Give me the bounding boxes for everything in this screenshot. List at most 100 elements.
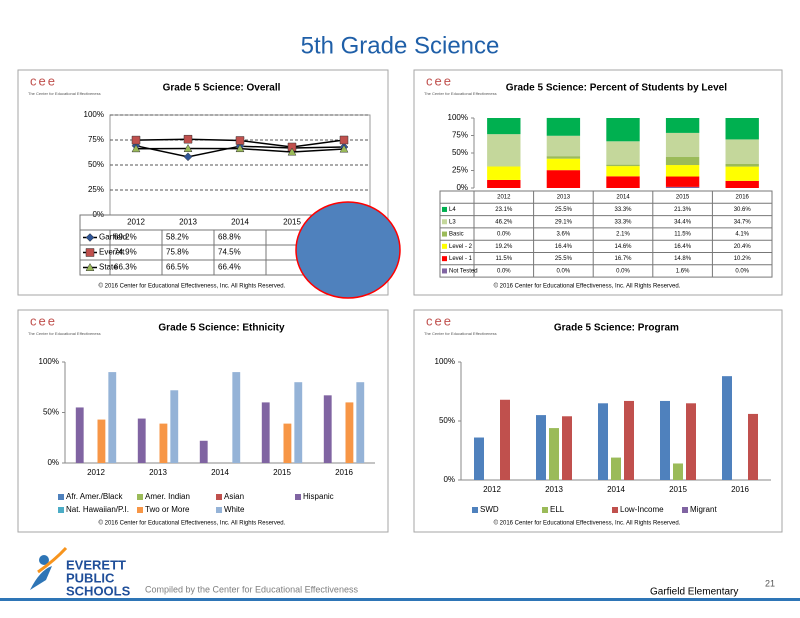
bar xyxy=(232,372,241,463)
data-label: 0.0% xyxy=(616,269,630,275)
legend-label: Garfield xyxy=(99,233,127,242)
legend-label: Not Tested xyxy=(449,269,478,275)
bar xyxy=(75,407,84,463)
chart-title: Grade 5 Science: Overall xyxy=(163,83,281,94)
legend-swatch xyxy=(612,507,618,513)
bar xyxy=(323,395,332,463)
x-tick-label: 2013 xyxy=(545,485,563,494)
chart-title: Grade 5 Science: Program xyxy=(554,323,679,334)
x-tick-label: 2013 xyxy=(149,468,167,477)
x-tick-label: 2012 xyxy=(87,468,105,477)
bar xyxy=(137,418,146,463)
legend-label: SWD xyxy=(480,505,499,514)
legend-label: L4 xyxy=(449,207,456,213)
copyright: © 2016 Center for Educational Effectiven… xyxy=(494,520,681,527)
logo-mark: cee xyxy=(426,313,453,328)
legend-label: Low-Income xyxy=(620,505,664,514)
bar-segment xyxy=(725,166,759,181)
data-point xyxy=(235,136,245,145)
data-point xyxy=(183,143,193,152)
copyright: © 2016 Center for Educational Effectiven… xyxy=(99,283,286,290)
legend-swatch xyxy=(442,268,447,274)
data-label: 19.2% xyxy=(495,244,513,250)
bar-segment xyxy=(665,118,700,133)
x-tick-label: 2015 xyxy=(676,195,690,201)
bar xyxy=(345,402,354,463)
bar xyxy=(500,399,510,480)
footer-rule xyxy=(0,598,800,601)
page-number: 21 xyxy=(765,578,775,588)
legend-swatch xyxy=(58,494,64,500)
district-name: EVERETT xyxy=(66,557,126,572)
x-tick-label: 2012 xyxy=(497,195,511,201)
bar-segment xyxy=(665,132,700,157)
data-label: 30.6% xyxy=(734,207,752,213)
x-tick-label: 2015 xyxy=(283,218,301,227)
x-tick-label: 2016 xyxy=(731,485,749,494)
bar xyxy=(722,376,732,480)
x-tick-label: 2014 xyxy=(231,218,249,227)
data-label: 0.0% xyxy=(497,269,511,275)
data-label: 21.3% xyxy=(674,207,692,213)
legend-label: Basic xyxy=(449,232,464,238)
x-tick-label: 2012 xyxy=(483,485,501,494)
bar-segment xyxy=(606,118,640,142)
bar-segment xyxy=(487,118,521,135)
x-tick-label: 2015 xyxy=(273,468,291,477)
data-label: 16.4% xyxy=(674,244,692,250)
bar-segment xyxy=(546,158,581,171)
bar xyxy=(686,403,696,480)
legend-swatch xyxy=(137,494,143,500)
data-label: 10.2% xyxy=(734,256,752,262)
bar-segment xyxy=(546,117,581,136)
data-point xyxy=(183,134,193,144)
logo-swoosh xyxy=(37,546,68,574)
bar-segment xyxy=(725,118,759,140)
x-tick-label: 2012 xyxy=(127,218,145,227)
bar-segment xyxy=(546,135,581,157)
legend-label: Level - 1 xyxy=(449,256,473,262)
y-tick-label: 75% xyxy=(88,135,104,144)
legend-swatch xyxy=(216,507,222,513)
legend-label: Asian xyxy=(224,492,244,501)
legend-label: Everett xyxy=(99,248,125,257)
bar xyxy=(97,419,106,463)
chart-title: Grade 5 Science: Ethnicity xyxy=(158,323,285,334)
data-label: 33.3% xyxy=(614,219,632,225)
data-label: 20.4% xyxy=(734,244,752,250)
chart-title: Grade 5 Science: Percent of Students by … xyxy=(506,83,727,94)
data-point xyxy=(339,144,349,153)
bar-segment xyxy=(725,139,759,164)
y-tick-label: 0% xyxy=(443,475,455,484)
district-name: SCHOOLS xyxy=(66,583,131,598)
legend-swatch xyxy=(442,256,447,262)
copyright: © 2016 Center for Educational Effectiven… xyxy=(99,520,286,527)
data-table xyxy=(439,190,773,278)
district-logo: EVERETT PUBLIC SCHOOLS xyxy=(30,546,131,598)
y-tick-label: 50% xyxy=(439,416,455,425)
x-tick-label: 2014 xyxy=(607,485,625,494)
chart-panel xyxy=(413,69,783,296)
data-label: 11.5% xyxy=(496,256,513,262)
data-label: 66.3% xyxy=(114,263,137,272)
bar xyxy=(159,423,168,463)
compiled-note: Compiled by the Center for Educational E… xyxy=(145,584,358,594)
legend-label: Hispanic xyxy=(303,492,334,501)
bar xyxy=(624,400,634,480)
overlay-shape xyxy=(295,201,401,299)
bar xyxy=(170,390,179,463)
data-label: 68.8% xyxy=(218,233,241,242)
bar xyxy=(611,457,621,480)
data-label: 11.5% xyxy=(674,232,691,238)
data-label: 16.4% xyxy=(555,244,573,250)
data-label: 75.8% xyxy=(166,248,189,257)
y-tick-label: 25% xyxy=(452,166,468,175)
legend-swatch xyxy=(682,507,688,513)
y-tick-label: 25% xyxy=(88,185,104,194)
bar xyxy=(474,437,484,480)
y-tick-label: 100% xyxy=(39,357,59,366)
x-tick-label: 2013 xyxy=(557,195,571,201)
copyright: © 2016 Center for Educational Effectiven… xyxy=(494,283,681,290)
bar-segment xyxy=(606,176,640,188)
y-tick-label: 0% xyxy=(456,183,468,192)
